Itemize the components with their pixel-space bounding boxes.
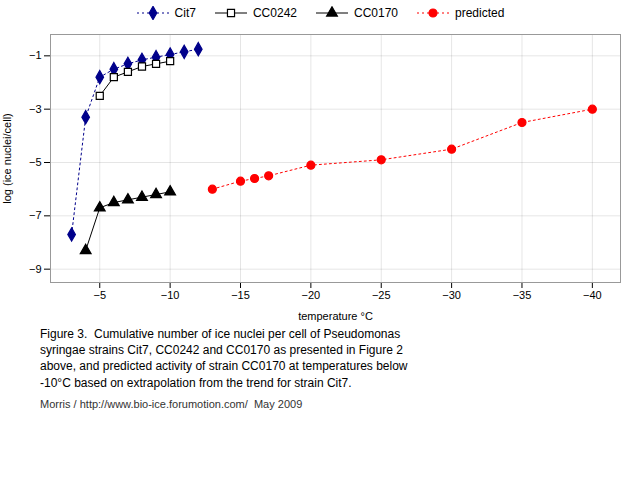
html-text:Figure 3. Cumulative number of: Figure 3. Cumulative number of ice nucle… bbox=[40, 327, 401, 341]
svg-text:−15: −15 bbox=[231, 289, 250, 301]
svg-text:−5: −5 bbox=[29, 156, 42, 168]
svg-text:−40: −40 bbox=[583, 289, 602, 301]
svg-text:−3: −3 bbox=[29, 103, 42, 115]
html-text:Morris / http://www.bio-ice.fo: Morris / http://www.bio-ice.forumotion.c… bbox=[40, 397, 303, 410]
html-text:-10°C based on extrapolation f: -10°C based on extrapolation from the tr… bbox=[40, 375, 352, 390]
svg-text:−20: −20 bbox=[302, 289, 321, 301]
svg-text:−35: −35 bbox=[513, 289, 532, 301]
html-text:CC0170: CC0170 bbox=[354, 6, 398, 20]
svg-text:−7: −7 bbox=[29, 209, 42, 221]
html-text:syringae strains Cit7, CC0242: syringae strains Cit7, CC0242 and CC0170… bbox=[40, 343, 403, 358]
svg-text:temperature °C: temperature °C bbox=[298, 310, 373, 322]
svg-text:−5: −5 bbox=[93, 289, 106, 301]
svg-text:−25: −25 bbox=[372, 289, 391, 301]
svg-text:−30: −30 bbox=[442, 289, 461, 301]
html-text:predicted: predicted bbox=[455, 6, 505, 20]
html-text:Cit7: Cit7 bbox=[174, 6, 196, 20]
svg-text:log (ice nuclei/cell): log (ice nuclei/cell) bbox=[1, 113, 13, 203]
svg-text:−10: −10 bbox=[161, 289, 180, 301]
svg-text:−1: −1 bbox=[29, 49, 42, 61]
html-text:CC0242: CC0242 bbox=[253, 6, 297, 20]
html-text:above, and predicted activity: above, and predicted activity of strain … bbox=[40, 359, 408, 374]
svg-text:−9: −9 bbox=[29, 263, 42, 275]
